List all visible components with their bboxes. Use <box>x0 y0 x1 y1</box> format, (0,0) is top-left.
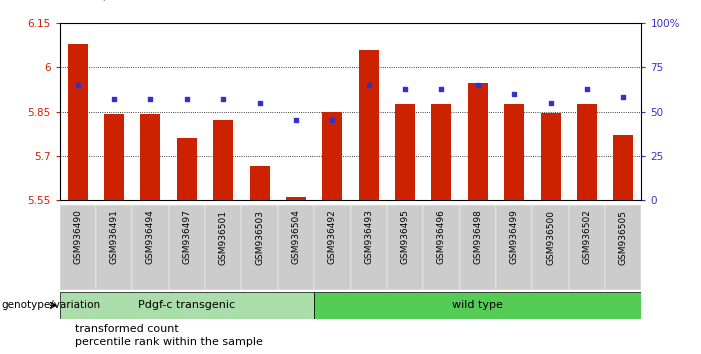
Text: GSM936494: GSM936494 <box>146 210 155 264</box>
Bar <box>60 205 96 290</box>
Bar <box>213 120 233 200</box>
Bar <box>140 114 161 200</box>
Text: GSM936505: GSM936505 <box>619 210 627 264</box>
Text: GSM936496: GSM936496 <box>437 210 446 264</box>
Bar <box>177 138 197 200</box>
Text: GSM936492: GSM936492 <box>328 210 336 264</box>
Bar <box>504 104 524 200</box>
Text: GSM936490: GSM936490 <box>74 210 82 264</box>
Bar <box>96 205 132 290</box>
Bar <box>577 104 597 200</box>
Bar <box>395 104 415 200</box>
Text: GSM936500: GSM936500 <box>546 210 555 264</box>
Point <box>254 100 265 105</box>
Text: GSM936499: GSM936499 <box>510 210 519 264</box>
Point <box>327 118 338 123</box>
Bar <box>540 113 561 200</box>
Bar <box>314 205 350 290</box>
Text: GDS5320 / 10338011: GDS5320 / 10338011 <box>34 0 183 2</box>
Bar <box>322 112 342 200</box>
Point <box>182 96 193 102</box>
Bar <box>60 292 314 319</box>
Bar <box>423 205 460 290</box>
Bar <box>468 84 488 200</box>
Text: GSM936493: GSM936493 <box>365 210 373 264</box>
Bar <box>569 205 605 290</box>
Bar <box>278 205 314 290</box>
Bar <box>314 292 641 319</box>
Text: GSM936495: GSM936495 <box>400 210 409 264</box>
Bar <box>496 205 532 290</box>
Bar <box>241 205 278 290</box>
Point <box>145 96 156 102</box>
Point <box>400 86 411 91</box>
Bar <box>286 197 306 200</box>
Point <box>290 118 301 123</box>
Bar <box>350 205 387 290</box>
Bar <box>68 44 88 200</box>
Text: Pdgf-c transgenic: Pdgf-c transgenic <box>138 300 236 310</box>
Point <box>581 86 592 91</box>
Point <box>363 82 374 88</box>
Bar <box>205 205 241 290</box>
Bar <box>132 205 169 290</box>
Text: genotype/variation: genotype/variation <box>1 300 100 310</box>
Point <box>472 82 484 88</box>
Bar <box>605 205 641 290</box>
Point <box>618 95 629 100</box>
Point <box>436 86 447 91</box>
Text: GSM936501: GSM936501 <box>219 210 228 264</box>
Text: GSM936503: GSM936503 <box>255 210 264 264</box>
Bar <box>250 166 270 200</box>
Text: transformed count: transformed count <box>75 324 179 333</box>
Text: percentile rank within the sample: percentile rank within the sample <box>75 337 263 347</box>
Bar <box>460 205 496 290</box>
Bar <box>387 205 423 290</box>
Text: GSM936502: GSM936502 <box>583 210 592 264</box>
Point <box>508 91 519 97</box>
Bar <box>431 104 451 200</box>
Point <box>109 96 120 102</box>
Bar <box>532 205 569 290</box>
Point <box>545 100 556 105</box>
Text: GSM936497: GSM936497 <box>182 210 191 264</box>
Text: GSM936504: GSM936504 <box>292 210 301 264</box>
Bar <box>613 135 633 200</box>
Bar <box>104 114 124 200</box>
Text: wild type: wild type <box>452 300 503 310</box>
Text: GSM936498: GSM936498 <box>473 210 482 264</box>
Point <box>72 82 83 88</box>
Bar <box>169 205 205 290</box>
Bar <box>359 50 379 200</box>
Point <box>217 96 229 102</box>
Text: GSM936491: GSM936491 <box>109 210 118 264</box>
